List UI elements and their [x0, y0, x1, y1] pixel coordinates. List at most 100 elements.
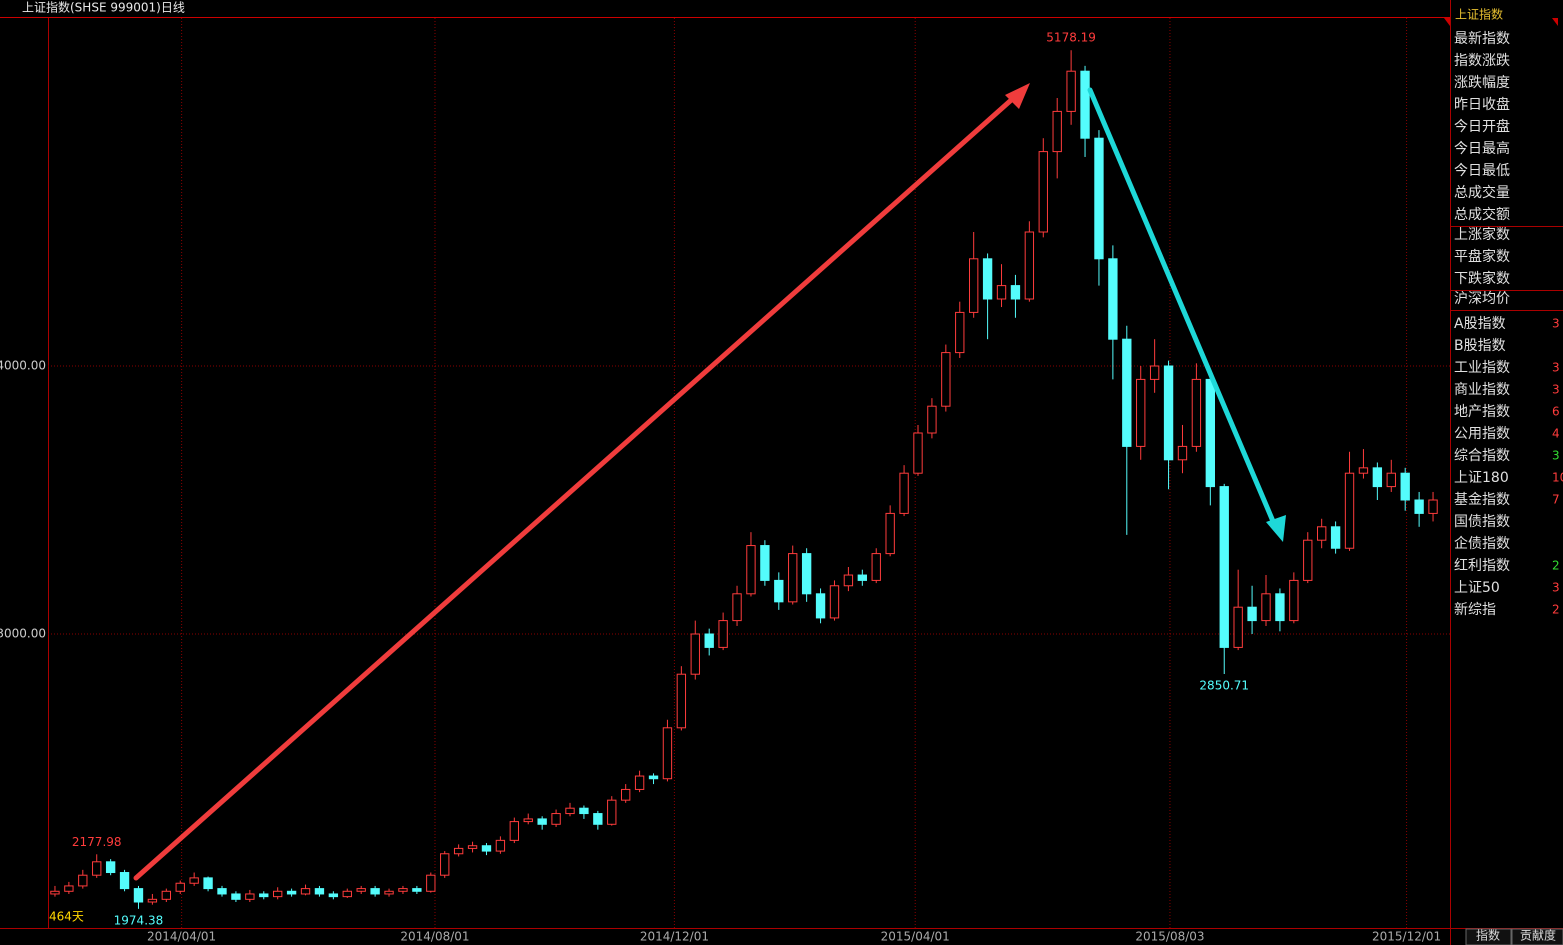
tab-label[interactable]: 贡献度 [1520, 928, 1556, 943]
chart-title: 上证指数(SHSE 999001)日线 [22, 0, 185, 15]
candle-body [690, 633, 700, 675]
index-value: 6 [1552, 405, 1560, 419]
candle-body [676, 673, 687, 729]
tab-label[interactable]: 指数 [1476, 928, 1500, 943]
candle-body [774, 579, 784, 603]
peak-label: 5178.19 [1046, 31, 1096, 45]
candle-body [1149, 365, 1160, 380]
candle-body [1205, 378, 1215, 488]
candle-body [398, 888, 408, 892]
x-tick-label: 2015/04/01 [881, 930, 950, 944]
arrow-head [1266, 515, 1286, 542]
candle-body [843, 574, 854, 587]
peak-label: 2177.98 [72, 835, 122, 849]
period-label: 464天 [49, 910, 84, 924]
candle-body [495, 839, 506, 852]
candle-body [105, 861, 116, 874]
candle-body [662, 727, 673, 780]
index-value: 10 [1552, 471, 1563, 485]
candle-body [453, 847, 464, 855]
field-label: 昨日收盘 [1454, 96, 1510, 113]
candle-body [982, 258, 993, 300]
candle-body [384, 890, 394, 895]
field-label: 涨跌幅度 [1454, 75, 1510, 91]
plot: 3000.00 4000.00 2014/04/01 2014/08/01 2014/1… [0, 18, 1450, 944]
candle-body [64, 885, 74, 892]
candle-body [1080, 70, 1090, 139]
candle-body [788, 553, 798, 603]
field-label: 今日最高 [1454, 140, 1510, 157]
index-value: 3 [1552, 383, 1560, 397]
field-label: 最新指数 [1454, 31, 1510, 47]
candle-body [955, 311, 965, 354]
candle-body [1122, 338, 1132, 447]
index-value: 3 [1552, 361, 1560, 375]
index-value: 2 [1552, 603, 1560, 617]
candle-body [815, 593, 826, 619]
candle-body [189, 877, 199, 884]
candle-body [579, 807, 589, 815]
candle-body [1330, 526, 1341, 549]
index-value: 7 [1552, 493, 1560, 507]
index-value: 3 [1552, 449, 1560, 463]
candle-body [523, 818, 533, 823]
index-value: 3 [1552, 317, 1560, 331]
candle-body [1344, 472, 1355, 549]
candle-body [621, 788, 631, 801]
candle-body [551, 813, 561, 825]
candle-body [50, 890, 60, 895]
field-label: 指数涨跌 [1454, 53, 1510, 69]
candle-body [78, 874, 88, 887]
candle-body [704, 633, 714, 648]
candle-body [899, 472, 909, 514]
index-name: 红利指数 [1454, 558, 1510, 574]
candle-body [1066, 70, 1076, 112]
candle-body [1052, 110, 1062, 153]
trough-label: 2850.71 [1199, 679, 1249, 693]
candle-body [969, 258, 979, 313]
candle-body [1317, 526, 1327, 541]
candle-body [565, 807, 575, 815]
candle-body [1358, 467, 1369, 474]
candle-body [1289, 579, 1299, 622]
candle-body [273, 890, 283, 898]
candle-body [1094, 137, 1104, 260]
x-tick-label: 2015/08/03 [1135, 930, 1204, 944]
index-name: 上证50 [1454, 580, 1500, 596]
field-label: 平盘家数 [1454, 248, 1510, 265]
candle-body [1038, 151, 1048, 233]
index-name: 企债指数 [1454, 535, 1510, 552]
candle-body [1275, 593, 1285, 622]
candle-body [1233, 606, 1243, 648]
candle-body [509, 821, 519, 841]
candle-body [119, 872, 130, 890]
candle-body [1163, 365, 1174, 461]
candle-body [356, 888, 366, 892]
candle-body [481, 845, 492, 852]
tab[interactable] [1511, 928, 1563, 945]
x-tick-label: 2014/04/01 [147, 930, 216, 944]
x-tick-label: 2015/12/01 [1372, 930, 1441, 944]
index-name: 地产指数 [1454, 404, 1510, 420]
index-name: 上证180 [1454, 470, 1509, 486]
candle-body [607, 799, 617, 825]
field-label: 上涨家数 [1454, 226, 1510, 243]
corner-mark [1444, 18, 1450, 26]
index-name: 工业指数 [1454, 360, 1510, 376]
candle-body [300, 888, 311, 895]
candle-body [760, 545, 770, 581]
tab[interactable] [1465, 928, 1512, 945]
trend-arrow-up [133, 91, 1021, 881]
y-tick-label: 3000.00 [0, 627, 46, 641]
candle-body [467, 845, 478, 849]
candle-body [1261, 593, 1271, 622]
candle-body [133, 888, 144, 903]
index-name: 公用指数 [1454, 426, 1510, 442]
candle-body [426, 874, 436, 892]
field-label: 今日开盘 [1454, 118, 1510, 135]
corner-mark [1552, 18, 1558, 26]
candle-body [1024, 231, 1035, 300]
candle-body [537, 818, 547, 825]
